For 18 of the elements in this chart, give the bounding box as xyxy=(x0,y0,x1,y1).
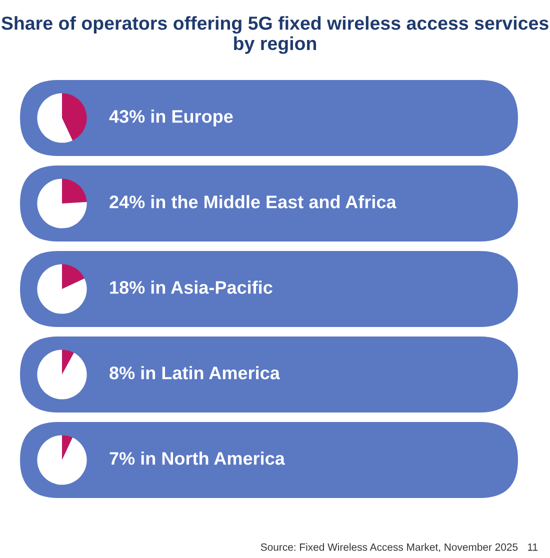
text: 11 xyxy=(528,544,538,551)
text: Share of operators offering 5G fixed wireless access services by region xyxy=(1,16,548,54)
pie-slice xyxy=(37,350,87,400)
pie-slice xyxy=(37,435,87,485)
pie-slice xyxy=(62,93,87,140)
pie-slice xyxy=(62,435,73,460)
text: 8% in Latin America xyxy=(110,366,280,380)
pie-slice xyxy=(62,350,74,374)
pie-slice xyxy=(62,264,84,289)
text: 43% in Europe xyxy=(109,110,233,126)
pie-slice xyxy=(37,93,73,143)
text: 18% in Asia-Pacific xyxy=(110,280,272,294)
pie-slice xyxy=(37,178,87,228)
text: 7% in North America xyxy=(110,452,286,465)
text: 24% in the Middle East and Africa xyxy=(110,195,396,208)
pie-slice xyxy=(37,264,87,314)
source-note: Source: Fixed Wireless Access Market, November 2025 xyxy=(260,543,518,552)
pie-slice xyxy=(62,178,87,204)
